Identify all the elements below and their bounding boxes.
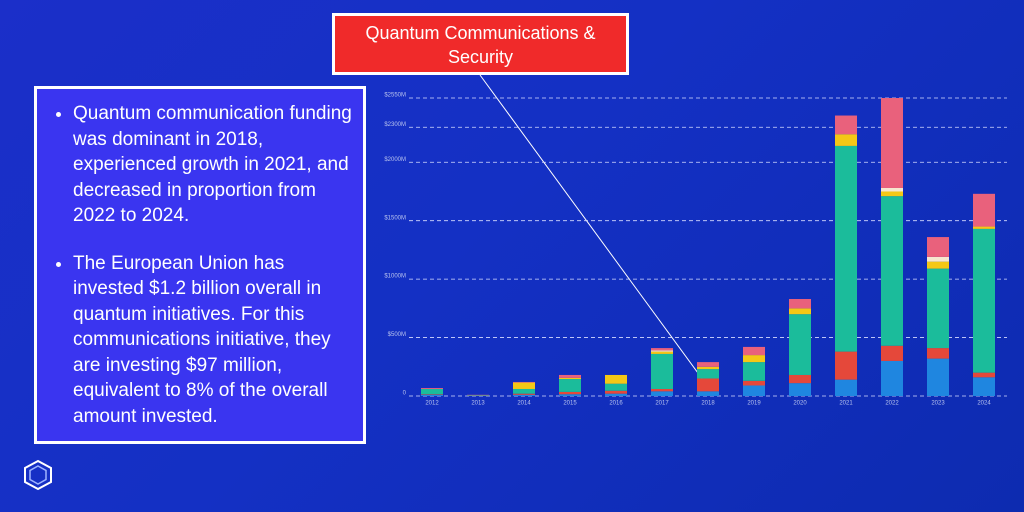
bar-segment <box>743 362 765 381</box>
bar-segment <box>697 362 719 367</box>
bar-segment <box>881 196 903 346</box>
bar-segment <box>651 348 673 351</box>
y-tick-label: $1000M <box>384 274 406 280</box>
bar-segment <box>467 395 489 396</box>
x-tick-label: 2017 <box>655 401 669 407</box>
bar-segment <box>973 226 995 229</box>
bar-segment <box>743 346 765 356</box>
bar-segment <box>835 115 857 135</box>
y-tick-label: $500M <box>388 332 406 338</box>
bar-segment <box>927 256 949 262</box>
bar-segment <box>789 299 811 309</box>
y-tick-label: 0 <box>403 391 407 397</box>
bar-segment <box>973 193 995 227</box>
x-tick-label: 2012 <box>425 401 439 407</box>
callout-pointer <box>479 74 707 385</box>
bar-segment <box>973 372 995 378</box>
bullet: Quantum communication funding was domina… <box>73 101 355 229</box>
bar-segment <box>743 380 765 386</box>
bar-segment <box>559 394 581 396</box>
x-tick-label: 2016 <box>609 401 623 407</box>
y-tick-label: $2000M <box>384 157 406 163</box>
bar-segment <box>881 98 903 188</box>
bar-segment <box>697 378 719 392</box>
bullet-list: Quantum communication funding was domina… <box>55 101 355 429</box>
bar-segment <box>789 374 811 384</box>
bar-segment <box>881 360 903 396</box>
bar-segment <box>605 374 627 384</box>
bar-segment <box>559 391 581 395</box>
bullet: The European Union has invested $1.2 bil… <box>73 251 355 430</box>
bar-segment <box>513 382 535 389</box>
bar-segment <box>927 237 949 257</box>
bar-segment <box>697 366 719 370</box>
y-tick-label: $2300M <box>384 122 406 128</box>
bar-segment <box>605 383 627 391</box>
logo <box>24 459 52 491</box>
bar-segment <box>743 385 765 396</box>
bar-segment <box>881 191 903 197</box>
bar-segment <box>835 145 857 352</box>
bar-segment <box>927 261 949 269</box>
bar-segment <box>697 369 719 379</box>
bar-segment <box>513 388 535 394</box>
bar-segment <box>789 383 811 396</box>
bar-segment <box>743 355 765 363</box>
bar-segment <box>973 228 995 373</box>
bar-segment <box>927 358 949 396</box>
bar-segment <box>789 314 811 375</box>
x-tick-label: 2023 <box>931 401 945 407</box>
bar-segment <box>559 379 581 392</box>
bar-segment <box>789 308 811 315</box>
x-tick-label: 2024 <box>977 401 991 407</box>
bar-segment <box>973 377 995 396</box>
x-tick-label: 2021 <box>839 401 853 407</box>
bar-segment <box>513 394 535 396</box>
bar-segment <box>651 391 673 396</box>
bar-segment <box>513 381 535 383</box>
bar-segment <box>651 388 673 392</box>
bar-segment <box>835 351 857 380</box>
x-tick-label: 2018 <box>701 401 715 407</box>
bar-segment <box>927 348 949 359</box>
bar-segment <box>513 393 535 395</box>
bar-segment <box>421 394 443 395</box>
bar-segment <box>605 393 627 396</box>
bar-segment <box>881 187 903 192</box>
bar-segment <box>559 377 581 380</box>
bar-segment <box>605 390 627 394</box>
bar-segment <box>421 388 443 389</box>
callout: Quantum Communications & Security <box>332 13 629 75</box>
bar-segment <box>421 388 443 395</box>
bar-segment <box>421 394 443 396</box>
y-tick-label: $1500M <box>384 215 406 221</box>
x-tick-label: 2015 <box>563 401 577 407</box>
x-tick-label: 2022 <box>885 401 899 407</box>
y-tick-label: $2550M <box>384 93 406 99</box>
bar-segment <box>651 351 673 354</box>
bar-segment <box>835 134 857 146</box>
x-tick-label: 2013 <box>471 401 485 407</box>
bar-segment <box>881 345 903 361</box>
bar-segment <box>927 268 949 349</box>
bar-segment <box>651 350 673 352</box>
text-panel: Quantum communication funding was domina… <box>34 86 366 444</box>
bar-segment <box>467 394 489 396</box>
bar-segment <box>835 379 857 396</box>
x-tick-label: 2014 <box>517 401 531 407</box>
bar-segment <box>559 374 581 378</box>
x-tick-label: 2019 <box>747 401 761 407</box>
bar-segment <box>651 353 673 389</box>
bar-segment <box>697 391 719 396</box>
x-tick-label: 2020 <box>793 401 807 407</box>
